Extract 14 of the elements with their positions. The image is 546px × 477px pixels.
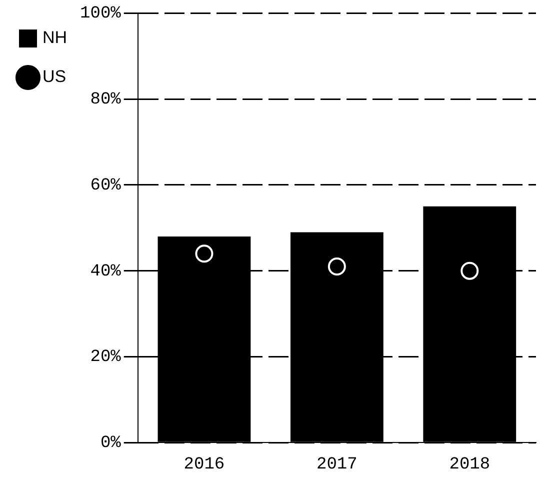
y-tick-label: 0%	[100, 434, 122, 454]
x-tick-label: 2018	[449, 455, 490, 474]
point	[328, 258, 346, 276]
point	[460, 262, 479, 280]
x-tick-label: 2017	[316, 455, 358, 474]
y-tick-label: 80%	[90, 90, 122, 110]
legend-label: NH	[42, 28, 68, 48]
x-tick-label: 2016	[184, 455, 225, 474]
point	[195, 244, 214, 263]
y-tick-label: 60%	[90, 176, 122, 196]
y-tick-label: 40%	[90, 262, 122, 282]
y-tick-label: 20%	[90, 348, 122, 368]
y-tick-label: 100%	[80, 4, 122, 24]
legend-label: US	[42, 67, 66, 86]
